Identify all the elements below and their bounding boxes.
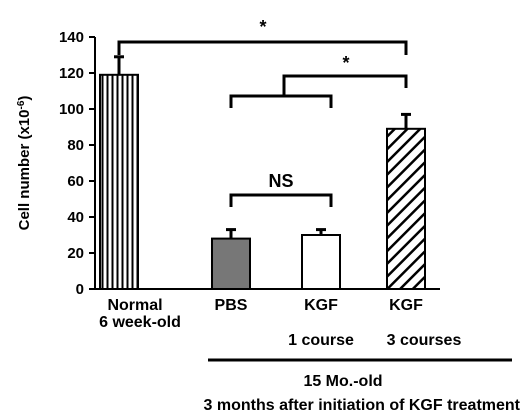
y-tick-label-7: 140: [59, 29, 84, 46]
error-bars: [114, 55, 411, 239]
y-tick-label-0: 0: [76, 281, 84, 298]
category-label-2-line2: 1 course: [288, 332, 354, 349]
bars: [99, 73, 426, 291]
sig-label-top: *: [259, 17, 266, 37]
sig-bracket-pbs-kgf1: [229, 94, 333, 108]
category-label-2-line1: KGF: [304, 297, 338, 314]
bar-3: [386, 127, 426, 290]
category-label-3-line2: 3 courses: [387, 332, 462, 349]
bar-1: [211, 237, 251, 291]
group-label-line2: 3 months after initiation of KGF treatme…: [204, 397, 520, 414]
category-label-0-line2: 6 week-old: [99, 314, 181, 331]
y-tick-label-1: 20: [67, 245, 84, 262]
y-axis-title-main: Cell number (x10: [16, 110, 33, 231]
y-tick-label-6: 120: [59, 65, 84, 82]
group-label-line1: 15 Mo.-old: [303, 373, 382, 390]
bar-2: [301, 234, 341, 290]
y-tick-label-2: 40: [67, 209, 84, 226]
category-label-0-line1: Normal: [107, 297, 162, 314]
y-tick-label-3: 60: [67, 173, 84, 190]
ns-bracket: [229, 193, 333, 207]
y-axis-title-close: ): [16, 96, 33, 101]
sig-label-mid: *: [342, 53, 349, 73]
bar-0: [99, 73, 139, 290]
ns-label: NS: [268, 171, 293, 191]
category-label-1-line1: PBS: [215, 297, 248, 314]
y-axis-title: Cell number (x10-6): [16, 96, 34, 231]
sig-bracket-mid: [282, 74, 408, 96]
category-label-3-line1: KGF: [389, 297, 423, 314]
y-tick-label-4: 80: [67, 137, 84, 154]
y-axis-ticks: 0 20 40 60 80 100 120 140: [59, 29, 95, 298]
y-axis-title-exponent: -6: [16, 100, 27, 109]
y-tick-label-5: 100: [59, 101, 84, 118]
sig-bracket-top: [117, 40, 408, 55]
